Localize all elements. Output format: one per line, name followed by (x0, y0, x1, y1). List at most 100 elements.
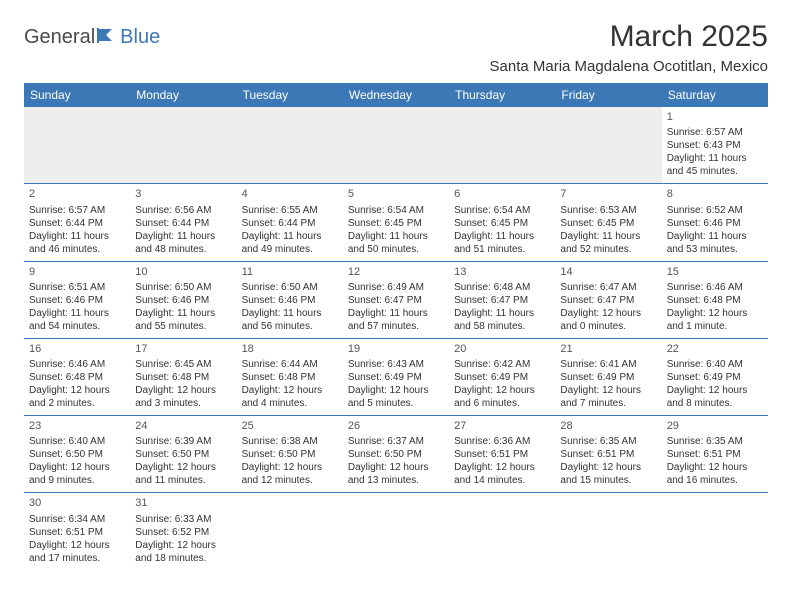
daylight-line: Daylight: 11 hours and 57 minutes. (348, 307, 444, 333)
day-cell: 7Sunrise: 6:53 AMSunset: 6:45 PMDaylight… (555, 184, 661, 261)
day-cell: 14Sunrise: 6:47 AMSunset: 6:47 PMDayligh… (555, 261, 661, 338)
day-number: 12 (348, 265, 444, 279)
sunset-line: Sunset: 6:51 PM (667, 448, 763, 461)
sunset-line: Sunset: 6:46 PM (667, 217, 763, 230)
day-cell: 13 Sunrise: 6:48 AMSunset: 6:47 PMDayligh… (449, 261, 555, 338)
sunrise-line: Sunrise: 6:48 AM (454, 281, 550, 294)
day-cell: 23Sunrise: 6:40 AMSunset: 6:50 PMDayligh… (24, 416, 130, 493)
sunrise-line: Sunrise: 6:39 AM (135, 435, 231, 448)
sunrise-line: Sunrise: 6:46 AM (667, 281, 763, 294)
dayname-header: Saturday (662, 83, 768, 107)
dayname-header: Wednesday (343, 83, 449, 107)
sunset-line: Sunset: 6:49 PM (560, 371, 656, 384)
day-cell: 28Sunrise: 6:35 AMSunset: 6:51 PMDayligh… (555, 416, 661, 493)
sunset-line: Sunset: 6:45 PM (348, 217, 444, 230)
logo-text-general: General (24, 26, 95, 49)
day-number: 1 (667, 110, 763, 124)
day-cell: 9Sunrise: 6:51 AMSunset: 6:46 PMDaylight… (24, 261, 130, 338)
sunset-line: Sunset: 6:46 PM (135, 294, 231, 307)
flag-icon (97, 26, 119, 49)
sunrise-line: Sunrise: 6:49 AM (348, 281, 444, 294)
sunset-line: Sunset: 6:46 PM (242, 294, 338, 307)
sunrise-line: Sunrise: 6:54 AM (348, 204, 444, 217)
sunrise-line: Sunrise: 6:53 AM (560, 204, 656, 217)
day-number: 4 (242, 187, 338, 201)
sunset-line: Sunset: 6:47 PM (560, 294, 656, 307)
sunrise-line: Sunrise: 6:34 AM (29, 513, 125, 526)
daylight-line: Daylight: 12 hours and 11 minutes. (135, 461, 231, 487)
daylight-line: Daylight: 11 hours and 58 minutes. (454, 307, 550, 333)
sunset-line: Sunset: 6:44 PM (135, 217, 231, 230)
sunrise-line: Sunrise: 6:51 AM (29, 281, 125, 294)
sunrise-line: Sunrise: 6:36 AM (454, 435, 550, 448)
sunset-line: Sunset: 6:51 PM (454, 448, 550, 461)
daylight-line: Daylight: 12 hours and 0 minutes. (560, 307, 656, 333)
day-cell: 17Sunrise: 6:45 AMSunset: 6:48 PMDayligh… (130, 338, 236, 415)
sunset-line: Sunset: 6:46 PM (29, 294, 125, 307)
empty-cell (449, 493, 555, 570)
daylight-line: Daylight: 12 hours and 7 minutes. (560, 384, 656, 410)
day-cell: 21Sunrise: 6:41 AMSunset: 6:49 PMDayligh… (555, 338, 661, 415)
sunset-line: Sunset: 6:48 PM (29, 371, 125, 384)
sunrise-line: Sunrise: 6:40 AM (29, 435, 125, 448)
sunrise-line: Sunrise: 6:52 AM (667, 204, 763, 217)
empty-cell (449, 107, 555, 184)
sunrise-line: Sunrise: 6:55 AM (242, 204, 338, 217)
sunset-line: Sunset: 6:48 PM (667, 294, 763, 307)
day-cell: 31Sunrise: 6:33 AMSunset: 6:52 PMDayligh… (130, 493, 236, 570)
sunrise-line: Sunrise: 6:35 AM (667, 435, 763, 448)
sunrise-line: Sunrise: 6:43 AM (348, 358, 444, 371)
sunrise-line: Sunrise: 6:45 AM (135, 358, 231, 371)
day-cell: 15Sunrise: 6:46 AMSunset: 6:48 PMDayligh… (662, 261, 768, 338)
day-cell: 8Sunrise: 6:52 AMSunset: 6:46 PMDaylight… (662, 184, 768, 261)
sunrise-line: Sunrise: 6:46 AM (29, 358, 125, 371)
daylight-line: Daylight: 12 hours and 5 minutes. (348, 384, 444, 410)
sunset-line: Sunset: 6:44 PM (242, 217, 338, 230)
dayname-header: Monday (130, 83, 236, 107)
dayname-header: Thursday (449, 83, 555, 107)
empty-cell (343, 107, 449, 184)
day-cell: 22Sunrise: 6:40 AMSunset: 6:49 PMDayligh… (662, 338, 768, 415)
day-number: 8 (667, 187, 763, 201)
day-number: 20 (454, 342, 550, 356)
sunrise-line: Sunrise: 6:54 AM (454, 204, 550, 217)
day-number: 27 (454, 419, 550, 433)
sunrise-line: Sunrise: 6:56 AM (135, 204, 231, 217)
day-number: 26 (348, 419, 444, 433)
empty-cell (555, 107, 661, 184)
sunset-line: Sunset: 6:50 PM (29, 448, 125, 461)
daylight-line: Daylight: 12 hours and 2 minutes. (29, 384, 125, 410)
day-cell: 2Sunrise: 6:57 AMSunset: 6:44 PMDaylight… (24, 184, 130, 261)
dayname-header: Tuesday (237, 83, 343, 107)
empty-cell (237, 107, 343, 184)
day-cell: 10Sunrise: 6:50 AMSunset: 6:46 PMDayligh… (130, 261, 236, 338)
daylight-line: Daylight: 11 hours and 50 minutes. (348, 230, 444, 256)
sunset-line: Sunset: 6:50 PM (348, 448, 444, 461)
day-cell: 5Sunrise: 6:54 AMSunset: 6:45 PMDaylight… (343, 184, 449, 261)
day-number: 17 (135, 342, 231, 356)
sunset-line: Sunset: 6:45 PM (454, 217, 550, 230)
daylight-line: Daylight: 12 hours and 18 minutes. (135, 539, 231, 565)
daylight-line: Daylight: 11 hours and 49 minutes. (242, 230, 338, 256)
day-cell: 25Sunrise: 6:38 AMSunset: 6:50 PMDayligh… (237, 416, 343, 493)
daylight-line: Daylight: 11 hours and 52 minutes. (560, 230, 656, 256)
day-cell: 16Sunrise: 6:46 AMSunset: 6:48 PMDayligh… (24, 338, 130, 415)
sunset-line: Sunset: 6:47 PM (454, 294, 550, 307)
empty-cell (555, 493, 661, 570)
daylight-line: Daylight: 11 hours and 46 minutes. (29, 230, 125, 256)
day-number: 31 (135, 496, 231, 510)
empty-cell (130, 107, 236, 184)
day-number: 15 (667, 265, 763, 279)
sunrise-line: Sunrise: 6:44 AM (242, 358, 338, 371)
sunrise-line: Sunrise: 6:57 AM (667, 126, 763, 139)
daylight-line: Daylight: 11 hours and 51 minutes. (454, 230, 550, 256)
day-number: 13 (454, 265, 550, 279)
empty-cell (343, 493, 449, 570)
sunset-line: Sunset: 6:48 PM (135, 371, 231, 384)
day-number: 23 (29, 419, 125, 433)
sunset-line: Sunset: 6:45 PM (560, 217, 656, 230)
daylight-line: Daylight: 11 hours and 48 minutes. (135, 230, 231, 256)
day-number: 10 (135, 265, 231, 279)
day-number: 3 (135, 187, 231, 201)
day-number: 21 (560, 342, 656, 356)
